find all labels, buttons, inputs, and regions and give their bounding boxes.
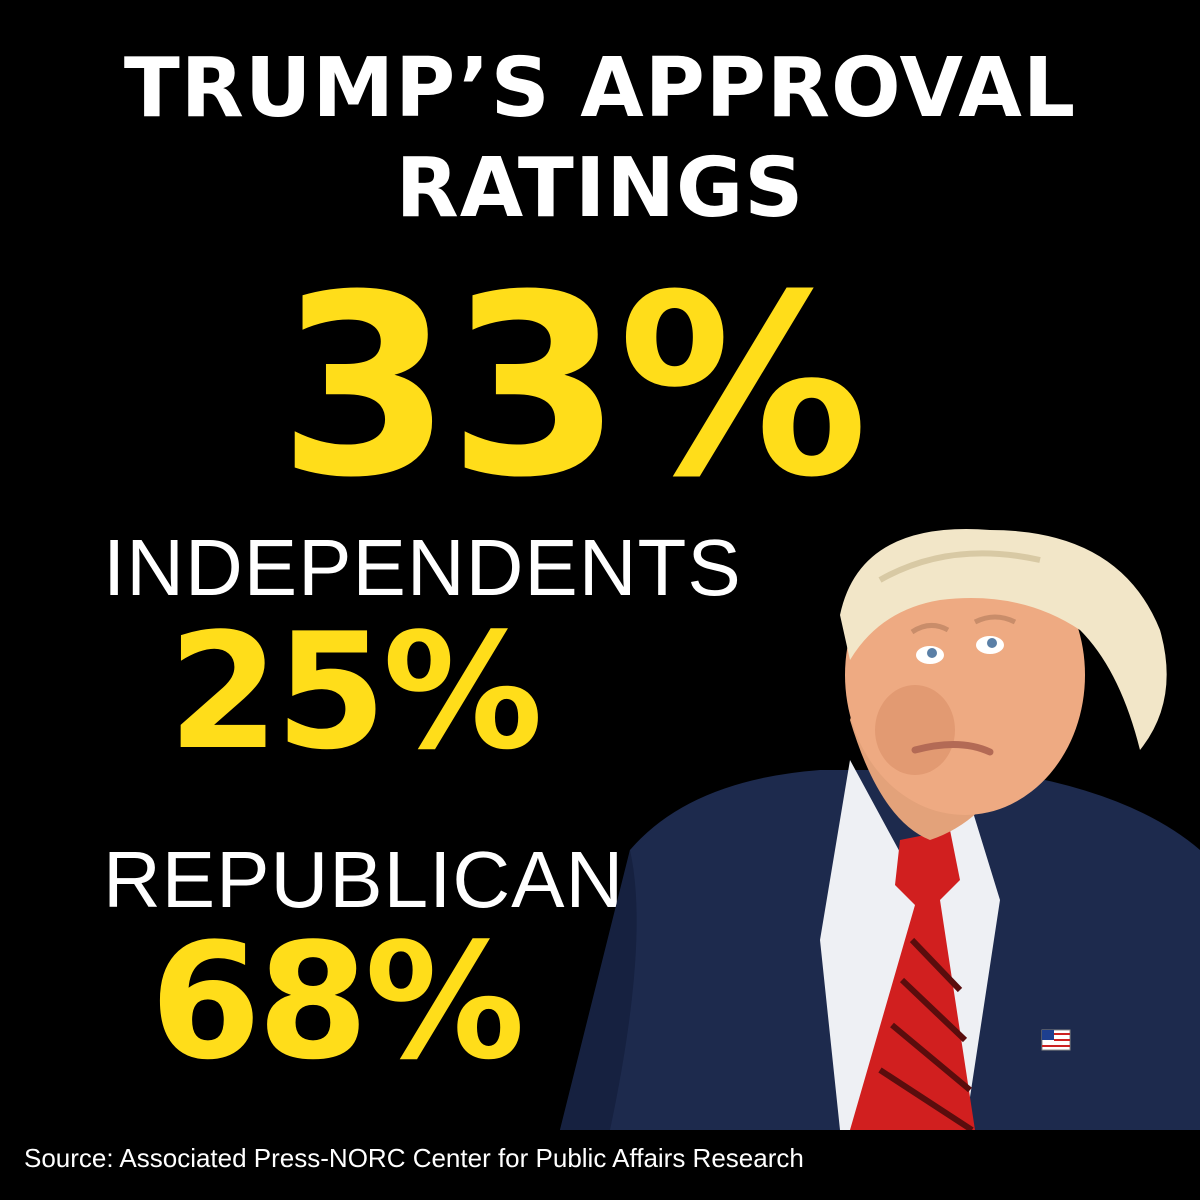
source-credit: Source: Associated Press-NORC Center for… [24, 1143, 804, 1173]
headline-line-1: TRUMP’S APPROVAL [123, 41, 1077, 136]
republicans-label: REPUBLICANS [103, 835, 679, 924]
headline-line-2: RATINGS [395, 141, 805, 236]
overall-approval-value: 33% [278, 241, 868, 532]
portrait-photo [560, 529, 1200, 1130]
independents-approval-value: 25% [168, 598, 543, 785]
independents-label: INDEPENDENTS [103, 523, 742, 612]
republicans-approval-value: 68% [150, 908, 525, 1095]
red-tie [850, 830, 975, 1130]
hair [840, 529, 1167, 750]
